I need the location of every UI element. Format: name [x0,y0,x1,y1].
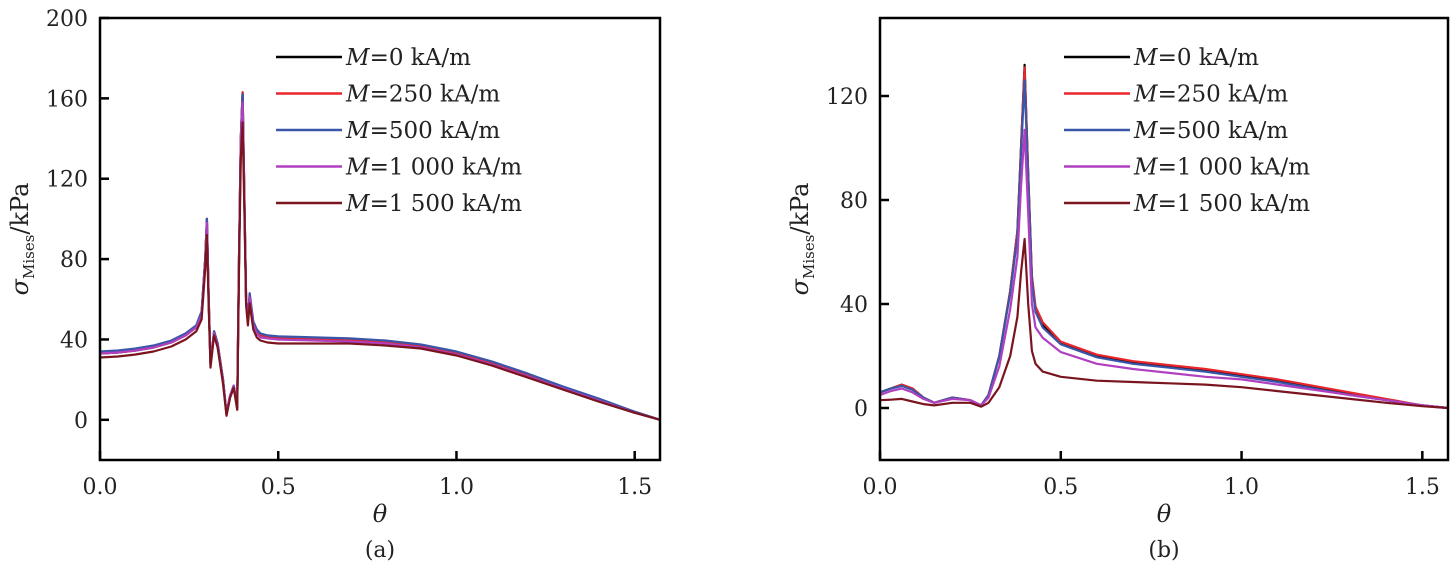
y-tick-label: 0 [854,397,868,422]
x-tick-label: 1.5 [1405,475,1440,500]
legend-variable: M [1133,45,1159,71]
legend-label: M=1 000 kA/m [1133,155,1310,181]
legend-equals: = [1158,155,1177,181]
legend-variable: M [1133,118,1159,144]
legend-item: M=250 kA/m [1064,82,1288,108]
y-tick-label: 40 [60,328,88,353]
y-tick-label: 200 [46,7,88,32]
chart-panel-a: 0.0 0.5 1.0 1.5 0 40 80 120 160 200 θ σMises/kPa (a)… [6,7,662,563]
y-tick-label: 120 [46,168,88,193]
legend-label: M=1 500 kA/m [345,191,522,217]
legend-value: 0 kA/m [389,45,471,71]
legend-value: 250 kA/m [389,82,501,108]
y-tick-label: 160 [46,87,88,112]
legend-item: M=1 000 kA/m [1064,155,1310,181]
x-tick-label: 0.0 [83,475,118,500]
legend: M=0 kA/mM=250 kA/mM=500 kA/mM=1 000 kA/m… [1064,45,1310,217]
legend-equals: = [370,191,389,217]
legend-label: M=0 kA/m [1133,45,1259,71]
panel-caption: (b) [1148,538,1179,563]
y-axis-symbol: σ [786,278,814,295]
y-tick-label: 120 [826,85,868,110]
legend-label: M=250 kA/m [345,82,500,108]
y-axis-label: σMises/kPa [6,183,38,296]
legend-value: 1 000 kA/m [389,155,522,181]
y-tick-label: 80 [840,189,868,214]
series-group [99,91,661,421]
series-line-1-500-ka-m [879,237,1449,410]
x-axis-label: θ [373,500,388,528]
legend-label: M=0 kA/m [345,45,471,71]
legend-label: M=250 kA/m [1133,82,1288,108]
y-axis-subscript: Mises [800,235,818,279]
y-tick-label: 0 [74,409,88,434]
legend-label: M=1 500 kA/m [1133,191,1310,217]
legend-item: M=0 kA/m [1064,45,1259,71]
legend-item: M=500 kA/m [276,118,500,144]
y-axis-symbol: σ [6,278,34,295]
legend-variable: M [345,45,371,71]
x-tick-label: 1.5 [617,475,652,500]
legend-variable: M [1133,82,1159,108]
x-tick-label: 1.0 [439,475,474,500]
plot-frame [878,16,1450,462]
legend-equals: = [370,82,389,108]
x-tick-label: 0.5 [1043,475,1078,500]
legend-variable: M [1133,155,1159,181]
legend-variable: M [345,155,371,181]
legend-equals: = [1158,82,1177,108]
legend-value: 500 kA/m [1177,118,1289,144]
legend-label: M=500 kA/m [345,118,500,144]
legend-equals: = [1158,191,1177,217]
series-line-1-000-ka-m [99,101,661,421]
legend-value: 0 kA/m [1177,45,1259,71]
plot-frame [98,16,662,462]
legend-value: 250 kA/m [1177,82,1289,108]
legend-item: M=1 000 kA/m [276,155,522,181]
series-line-1-500-ka-m [99,121,661,421]
legend-variable: M [345,191,371,217]
legend-label: M=500 kA/m [1133,118,1288,144]
x-tick-label: 0.5 [261,475,296,500]
legend-equals: = [370,155,389,181]
legend: M=0 kA/mM=250 kA/mM=500 kA/mM=1 000 kA/m… [276,45,522,217]
legend-equals: = [370,118,389,144]
y-axis-label: σMises/kPa [786,183,818,296]
y-axis-unit: /kPa [786,183,814,235]
legend-item: M=1 500 kA/m [1064,191,1310,217]
x-axis-label: θ [1157,500,1172,528]
legend-equals: = [1158,45,1177,71]
legend-value: 1 500 kA/m [389,191,522,217]
legend-item: M=1 500 kA/m [276,191,522,217]
legend-variable: M [1133,191,1159,217]
legend-value: 500 kA/m [389,118,501,144]
y-tick-label: 40 [840,293,868,318]
panel-caption: (a) [365,538,395,563]
y-axis-unit: /kPa [6,183,34,235]
series-line-0-ka-m [879,63,1449,410]
legend-item: M=0 kA/m [276,45,471,71]
legend-label: M=1 000 kA/m [345,155,522,181]
legend-value: 1 000 kA/m [1177,155,1310,181]
legend-value: 1 500 kA/m [1177,191,1310,217]
y-axis-subscript: Mises [20,235,38,279]
x-tick-label: 0.0 [863,475,898,500]
legend-item: M=250 kA/m [276,82,500,108]
legend-item: M=500 kA/m [1064,118,1288,144]
series-line-1-000-ka-m [879,128,1449,410]
legend-equals: = [370,45,389,71]
legend-variable: M [345,82,371,108]
y-tick-label: 80 [60,248,88,273]
legend-equals: = [1158,118,1177,144]
x-tick-label: 1.0 [1224,475,1259,500]
legend-variable: M [345,118,371,144]
series-group [879,63,1449,410]
